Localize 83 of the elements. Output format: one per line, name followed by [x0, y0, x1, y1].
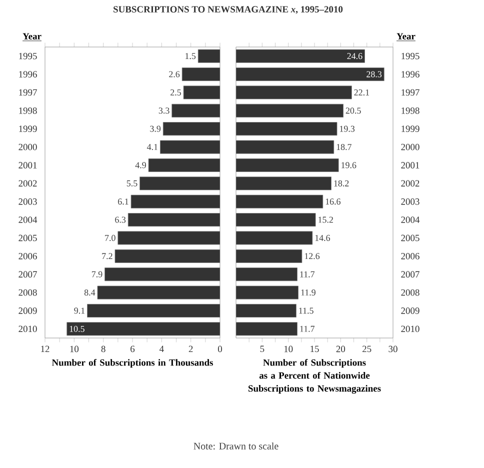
x-tick-label: 5 [260, 346, 264, 352]
data-label: 22.1 [354, 89, 370, 96]
data-label: 7.9 [92, 271, 102, 278]
y-tick-label: 1996 [19, 71, 37, 78]
data-label: 18.2 [334, 180, 349, 186]
x-tick-label: 20 [336, 346, 346, 352]
x-tick-label: 30 [388, 346, 398, 352]
y-tick-label: 2007 [401, 271, 420, 278]
data-label: 8.4 [84, 289, 96, 296]
y-tick-label: 2008 [18, 289, 37, 296]
data-label: 16.6 [326, 198, 340, 205]
data-label: 28.3 [366, 71, 382, 78]
x-axis-title: Number of Subscriptions as a Percent of Nationwide Subscriptions to Newsmagazines [248, 358, 381, 394]
x-tick-label: 15 [310, 346, 319, 352]
x-tick-label: 8 [101, 346, 106, 352]
y-tick-label: 1999 [402, 126, 420, 132]
data-label: 19.6 [342, 162, 356, 168]
x-axis-title: Number of Subscriptions in Thousands [52, 358, 213, 368]
y-tick-label: 2009 [18, 308, 37, 314]
x-tick-label: 6 [130, 346, 135, 352]
x-tick-label: 10 [70, 346, 79, 352]
data-label: 11.7 [300, 326, 315, 332]
y-tick-label: 2006 [401, 252, 420, 260]
y-tick-label: 2001 [18, 162, 37, 168]
data-label: 11.5 [299, 308, 314, 314]
data-label: 4.9 [135, 162, 146, 168]
data-label: 14.6 [315, 234, 330, 241]
data-label: 7.0 [105, 234, 116, 242]
x-tick-label: 12 [41, 346, 50, 352]
y-tick-label: 2003 [18, 198, 37, 205]
data-label: 18.7 [336, 144, 352, 150]
y-tick-label: 2002 [401, 180, 420, 187]
data-label: 6.3 [115, 216, 126, 223]
x-tick-label: 10 [284, 346, 293, 352]
y-tick-label: 2003 [401, 198, 420, 205]
data-label: 11.9 [301, 289, 316, 296]
y-tick-label: 1995 [402, 52, 420, 60]
data-label: 6.1 [118, 198, 128, 205]
x-tick-label: 0 [218, 346, 222, 352]
y-tick-label: 2005 [401, 234, 420, 242]
data-label: 20.5 [346, 108, 361, 114]
x-tick-label: 4 [159, 346, 164, 352]
y-tick-label: 2002 [18, 180, 37, 187]
data-label: 4.1 [146, 144, 158, 150]
y-tick-label: 1998 [402, 107, 420, 114]
y-axis-title: Year [396, 33, 416, 40]
data-label: 9.1 [74, 308, 85, 314]
data-label: 3.9 [150, 126, 161, 132]
y-tick-label: 2010 [401, 326, 420, 332]
y-tick-label: 1996 [402, 71, 420, 78]
y-tick-label: 1995 [19, 52, 37, 60]
data-label: 1.5 [185, 53, 196, 60]
y-tick-label: 2009 [401, 308, 420, 314]
y-tick-label: 1997 [402, 89, 420, 96]
data-label: 11.7 [300, 271, 315, 278]
data-label: 3.3 [158, 108, 170, 114]
y-tick-label: 2010 [18, 326, 37, 332]
data-label: 19.3 [340, 126, 355, 132]
x-tick-label: 2 [188, 346, 193, 352]
data-label: 24.6 [347, 53, 362, 60]
y-tick-label: 2007 [18, 271, 37, 278]
y-tick-label: 2000 [401, 144, 420, 150]
text: Note: Drawn to scale [194, 442, 278, 450]
chart-title: SUBSCRIPTIONS TO NEWSMAGAZINE x, 1995–2010 [114, 6, 343, 14]
y-tick-label: 1999 [19, 126, 37, 132]
data-label: 2.5 [170, 89, 181, 96]
data-label: 12.6 [304, 253, 320, 260]
y-tick-label: 2000 [18, 144, 37, 150]
x-tick-label: 25 [362, 346, 372, 352]
y-tick-label: 2006 [18, 252, 37, 260]
y-tick-label: 2001 [401, 162, 420, 168]
y-tick-label: 1997 [19, 89, 37, 96]
data-label: 5.5 [126, 180, 138, 186]
data-label: 10.5 [70, 326, 84, 332]
y-tick-label: 2005 [18, 234, 37, 242]
y-tick-label: 2004 [401, 216, 420, 223]
y-axis-title: Year [22, 33, 42, 40]
data-label: 15.2 [318, 216, 333, 223]
data-label: 7.2 [102, 253, 112, 260]
y-tick-label: 2004 [18, 216, 38, 223]
y-tick-label: 1998 [19, 107, 37, 114]
data-label: 2.6 [169, 71, 180, 78]
y-tick-label: 2008 [401, 289, 420, 296]
